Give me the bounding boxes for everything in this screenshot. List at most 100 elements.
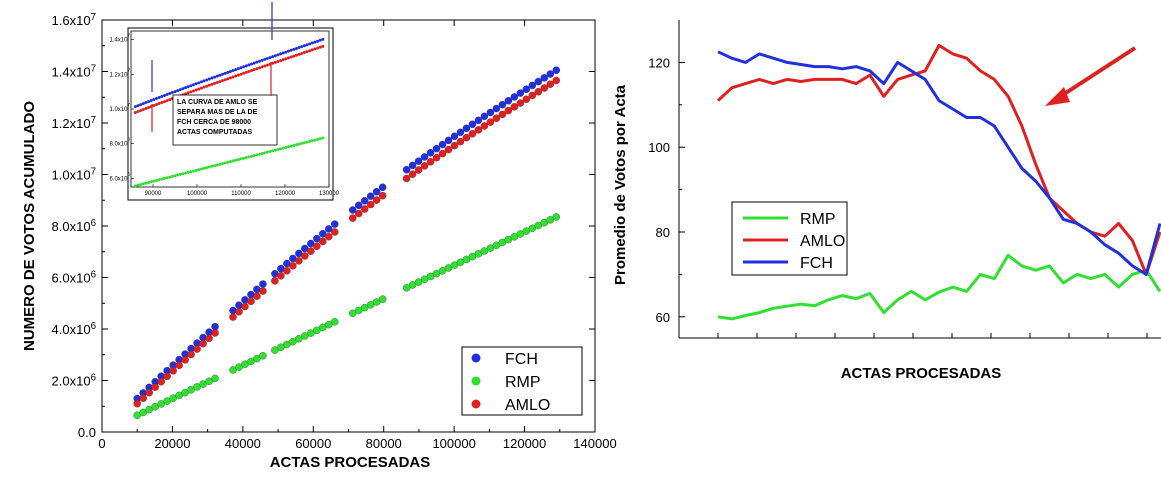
inset-point-fch [231, 69, 235, 73]
inset-point-rmp [287, 145, 291, 149]
left-point-fch [259, 280, 267, 288]
inset-point-fch [141, 102, 145, 106]
inset-point-amlo [284, 57, 288, 61]
left-x-tick-label: 80000 [366, 436, 402, 451]
left-point-fch [420, 153, 429, 161]
inset-point-rmp [302, 141, 306, 145]
left-point-amlo [253, 292, 261, 300]
inset-point-amlo [165, 99, 169, 103]
inset-point-amlo [292, 54, 296, 58]
inset-y-tick-label: 6.0x106 [109, 171, 130, 182]
inset-point-rmp [191, 169, 195, 173]
left-point-fch [468, 120, 477, 129]
inset-point-fch [252, 61, 256, 65]
inset-point-rmp [160, 177, 164, 181]
left-point-amlo [450, 141, 459, 150]
inset-point-amlo [252, 68, 256, 72]
inset-point-rmp [271, 149, 275, 153]
left-point-fch [307, 239, 315, 248]
inset-point-rmp [244, 156, 248, 160]
left-point-amlo [139, 394, 147, 402]
inset-point-amlo [236, 73, 240, 77]
inset-point-amlo [194, 88, 198, 92]
inset-point-amlo [152, 104, 156, 108]
inset-point-amlo [210, 82, 214, 86]
inset-point-rmp [292, 143, 296, 147]
inset-point-amlo [189, 90, 193, 94]
inset-point-fch [133, 105, 137, 109]
left-point-amlo [540, 84, 549, 92]
legend-rmp-label-right: RMP [800, 211, 836, 228]
inset-point-amlo [321, 44, 325, 48]
left-point-fch [510, 93, 519, 101]
right-x-axis-title: ACTAS PROCESADAS [841, 365, 1002, 382]
left-y-tick-label: 1.4x107 [52, 64, 96, 80]
inset-point-amlo [160, 101, 164, 105]
inset-point-amlo [191, 89, 195, 93]
inset-point-rmp [257, 152, 261, 156]
legend-amlo-marker [471, 399, 481, 409]
inset-point-rmp [176, 173, 180, 177]
legend-amlo-label-right: AMLO [800, 233, 845, 250]
inset-point-amlo [184, 92, 188, 96]
inset-point-rmp [133, 184, 137, 188]
inset-point-rmp [215, 163, 219, 167]
inset-point-amlo [199, 86, 203, 90]
inset-point-fch [184, 86, 188, 90]
left-y-tick-label: 0.0 [78, 425, 96, 440]
inset-point-rmp [250, 154, 254, 158]
legend-rmp-label: RMP [505, 374, 541, 391]
inset-point-fch [310, 41, 314, 45]
inset-point-fch [168, 92, 172, 96]
legend-fch-label-right: FCH [800, 255, 833, 272]
inset-point-fch [170, 91, 174, 95]
inset-point-amlo [297, 52, 301, 56]
left-point-fch [354, 201, 363, 210]
right-line-rmp [717, 253, 1161, 321]
inset-point-rmp [260, 152, 264, 156]
right-y-tick-label: 100 [648, 140, 670, 155]
inset-point-fch [276, 53, 280, 57]
left-point-fch [378, 183, 387, 191]
inset-point-rmp [139, 182, 143, 186]
inset-point-fch [189, 84, 193, 88]
inset-point-fch [147, 100, 151, 104]
left-point-rmp [552, 213, 561, 221]
inset-point-rmp [144, 181, 148, 185]
left-x-tick-label: 120000 [503, 436, 546, 451]
left-point-amlo [235, 308, 243, 316]
inset-point-rmp [297, 142, 301, 146]
left-y-tick-label: 1.2x107 [52, 115, 96, 131]
inset-point-fch [173, 90, 177, 94]
left-point-amlo [516, 99, 525, 107]
inset-point-fch [194, 82, 198, 86]
left-point-amlo [133, 399, 141, 408]
left-point-fch [331, 220, 339, 228]
inset-point-amlo [313, 47, 317, 51]
left-y-tick-label: 8.0x106 [52, 218, 96, 234]
left-point-amlo [492, 114, 501, 123]
inset-point-rmp [205, 166, 209, 170]
left-point-rmp [259, 352, 267, 360]
left-point-amlo [366, 200, 375, 209]
inset-point-rmp [181, 172, 185, 176]
left-point-fch [360, 197, 369, 205]
inset-point-amlo [271, 61, 275, 65]
inset-x-tick-label: 130000 [319, 191, 340, 197]
inset-point-fch [213, 75, 217, 79]
inset-point-fch [255, 60, 259, 64]
left-point-amlo [552, 76, 561, 85]
inset-point-fch [215, 74, 219, 78]
inset-point-fch [139, 103, 143, 107]
inset-point-fch [287, 49, 291, 53]
inset-point-amlo [155, 103, 159, 107]
left-point-fch [432, 144, 441, 153]
left-x-tick-label: 0 [98, 436, 105, 451]
inset-point-amlo [308, 49, 312, 53]
inset-point-rmp [141, 182, 145, 186]
inset-point-fch [250, 62, 254, 66]
left-point-amlo [241, 302, 249, 311]
inset-point-amlo [260, 65, 264, 69]
left-point-amlo [510, 103, 519, 111]
left-y-tick-label: 1.0x107 [52, 167, 96, 183]
